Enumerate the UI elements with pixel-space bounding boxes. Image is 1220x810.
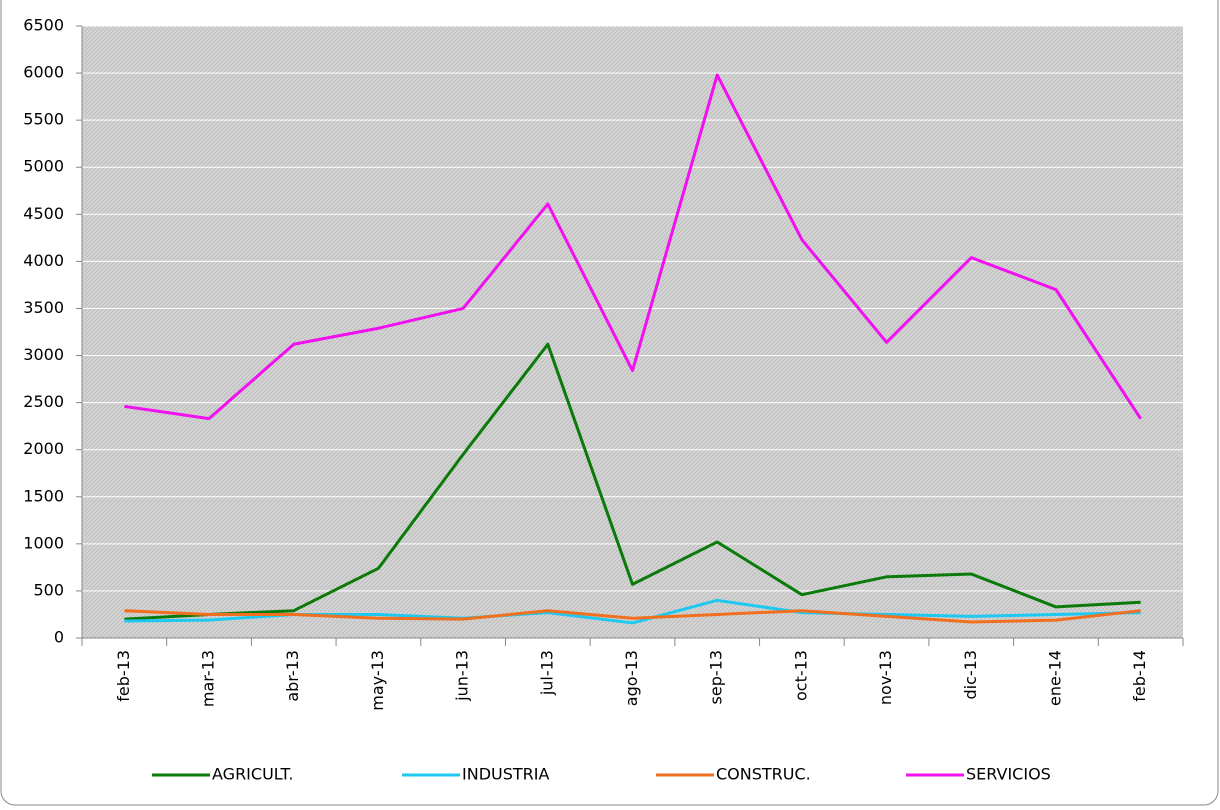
legend-label: AGRICULT. xyxy=(212,765,293,784)
x-tick-label: may-13 xyxy=(368,650,387,711)
y-tick-label: 4000 xyxy=(23,251,64,270)
y-tick-label: 3500 xyxy=(23,298,64,317)
x-tick-label: dic-13 xyxy=(961,650,980,700)
y-tick-label: 2500 xyxy=(23,392,64,411)
y-tick-label: 5000 xyxy=(23,157,64,176)
series-line xyxy=(124,342,1141,621)
x-tick-label: sep-13 xyxy=(707,650,726,704)
x-tick-label: oct-13 xyxy=(791,650,810,701)
y-tick-label: 0 xyxy=(54,628,64,647)
y-tick-label: 4500 xyxy=(23,204,64,223)
x-tick-label: jun-13 xyxy=(453,650,472,702)
x-tick-label: feb-13 xyxy=(114,650,133,702)
y-tick-label: 500 xyxy=(33,580,64,599)
x-tick-label: feb-14 xyxy=(1130,650,1149,702)
y-tick-label: 6500 xyxy=(23,16,64,35)
x-tick-label: mar-13 xyxy=(199,650,218,707)
series-line xyxy=(124,73,1142,421)
x-tick-label: ene-14 xyxy=(1045,650,1064,706)
y-tick-label: 6000 xyxy=(23,63,64,82)
legend-label: INDUSTRIA xyxy=(462,765,549,784)
y-tick-label: 1000 xyxy=(23,533,64,552)
plot-area xyxy=(82,26,1183,638)
series-line xyxy=(124,609,1141,624)
y-tick-label: 1500 xyxy=(23,486,64,505)
x-tick-label: jul-13 xyxy=(537,650,556,696)
legend-label: CONSTRUC. xyxy=(716,765,811,784)
y-tick-label: 5500 xyxy=(23,110,64,129)
y-tick-label: 3000 xyxy=(23,345,64,364)
x-tick-label: abr-13 xyxy=(283,650,302,702)
x-tick-label: nov-13 xyxy=(876,650,895,705)
legend-label: SERVICIOS xyxy=(966,765,1051,784)
y-tick-label: 2000 xyxy=(23,439,64,458)
x-tick-label: ago-13 xyxy=(622,650,641,706)
